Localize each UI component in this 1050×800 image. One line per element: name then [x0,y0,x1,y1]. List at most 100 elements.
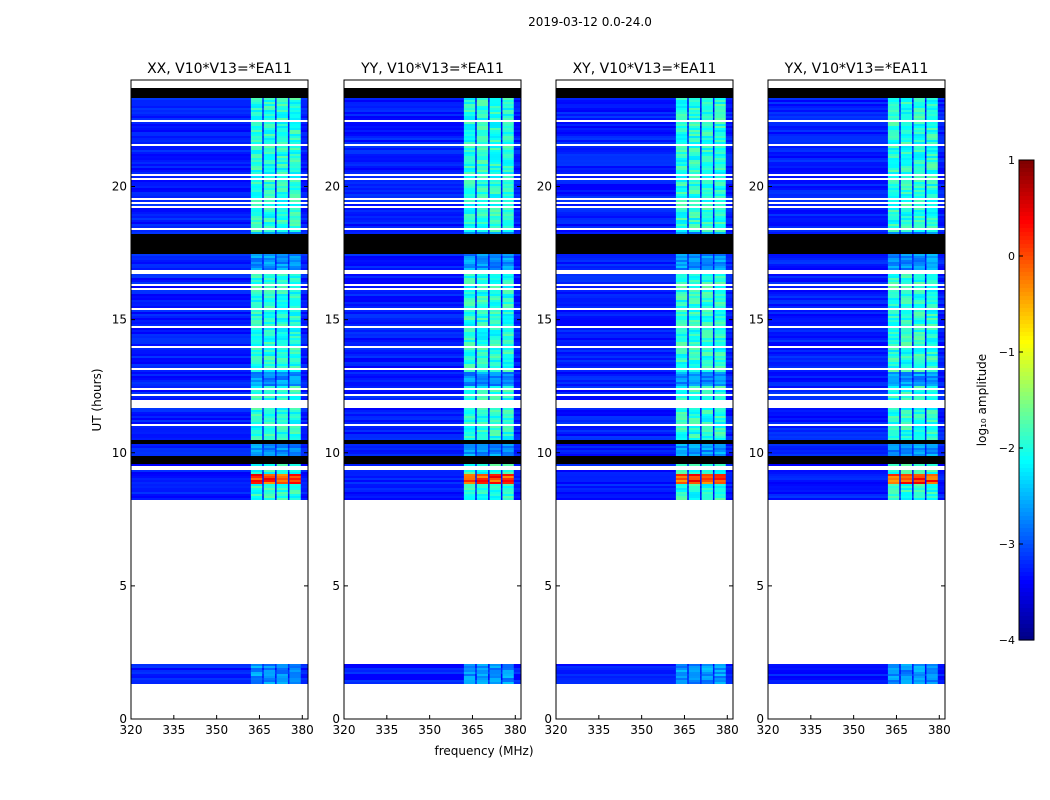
rfi-cell [714,290,726,292]
heatmap-row [556,188,733,190]
heatmap-row [556,370,733,372]
rfi-cell [489,410,501,412]
colorbar-segment [1019,552,1034,557]
rfi-cell [502,454,514,456]
rfi-cell [463,498,476,500]
rfi-cell [463,290,476,292]
rfi-cell [276,154,288,156]
rfi-cell [926,376,938,378]
rfi-cell [476,362,489,364]
heatmap-row [768,118,945,120]
rfi-cell [714,674,726,676]
rfi-cell [289,340,301,342]
rfi-cell [502,414,514,416]
rfi-cell [250,374,263,376]
rfi-cell [476,180,489,182]
colorbar-segment [1019,160,1034,165]
heatmap-row [131,438,308,440]
panel-frame [343,79,522,720]
colorbar-segment [1019,304,1034,309]
heatmap-row [131,186,308,188]
rfi-cell [489,668,501,670]
rfi-cell [276,416,288,418]
rfi-cell [463,114,476,116]
colorbar-segment [1019,580,1034,585]
rfi-cell [900,118,913,120]
heatmap-row [344,158,521,160]
heatmap-row [556,316,733,318]
rfi-cell [714,128,726,130]
rfi-cell [489,434,501,436]
rfi-cell [714,470,726,472]
rfi-cell [913,164,925,166]
rfi-cell [887,128,900,130]
rfi-cell [289,358,301,360]
heatmap-row [556,268,733,270]
rfi-cell [900,100,913,102]
heatmap-row [768,392,945,394]
heatmap-row [768,200,945,202]
colorbar-segment [1019,368,1034,373]
rfi-cell [688,262,701,264]
heatmap-row [344,106,521,108]
heatmap-row [344,492,521,494]
heatmap-row [556,294,733,296]
heatmap-row [344,338,521,340]
rfi-cell [276,218,288,220]
rfi-cell [926,464,938,466]
rfi-cell [701,448,713,450]
rfi-cell [476,334,489,336]
rfi-cell [688,280,701,282]
rfi-cell [463,286,476,288]
heatmap-row [344,314,521,316]
rfi-cell [263,328,276,330]
rfi-cell [250,232,263,234]
rfi-cell [489,298,501,300]
rfi-cell [463,352,476,354]
rfi-cell [887,292,900,294]
rfi-cell [276,134,288,136]
rfi-cell [688,130,701,132]
rfi-cell [913,310,925,312]
rfi-cell [688,230,701,232]
rfi-cell [276,372,288,374]
rfi-cell [887,124,900,126]
rfi-cell [701,280,713,282]
rfi-cell [463,674,476,676]
rfi-cell [276,380,288,382]
rfi-cell [463,356,476,358]
rfi-cell [675,370,688,372]
rfi-cell [263,152,276,154]
rfi-cell [887,146,900,148]
rfi-cell [714,162,726,164]
rfi-cell [276,322,288,324]
rfi-cell [476,108,489,110]
rfi-cell [502,676,514,678]
colorbar-segment [1019,516,1034,521]
heatmap-row [344,676,521,678]
rfi-cell [489,154,501,156]
rfi-cell [489,304,501,306]
blank-row [768,90,945,92]
rfi-cell [675,300,688,302]
rfi-cell [476,372,489,374]
rfi-cell [263,260,276,262]
rfi-cell [900,416,913,418]
rfi-cell [913,98,925,100]
heatmap-row [344,410,521,412]
blank-row [768,252,945,254]
heatmap-row [556,482,733,484]
rfi-cell [714,488,726,490]
rfi-cell [675,200,688,202]
colorbar-segment [1019,320,1034,325]
rfi-cell [489,276,501,278]
rfi-cell [476,152,489,154]
rfi-cell [476,312,489,314]
rfi-cell [476,142,489,144]
rfi-cell [263,678,276,680]
rfi-cell [926,230,938,232]
heatmap-row [344,194,521,196]
colorbar-segment [1019,344,1034,349]
rfi-cell [502,134,514,136]
rfi-cell [926,98,938,100]
